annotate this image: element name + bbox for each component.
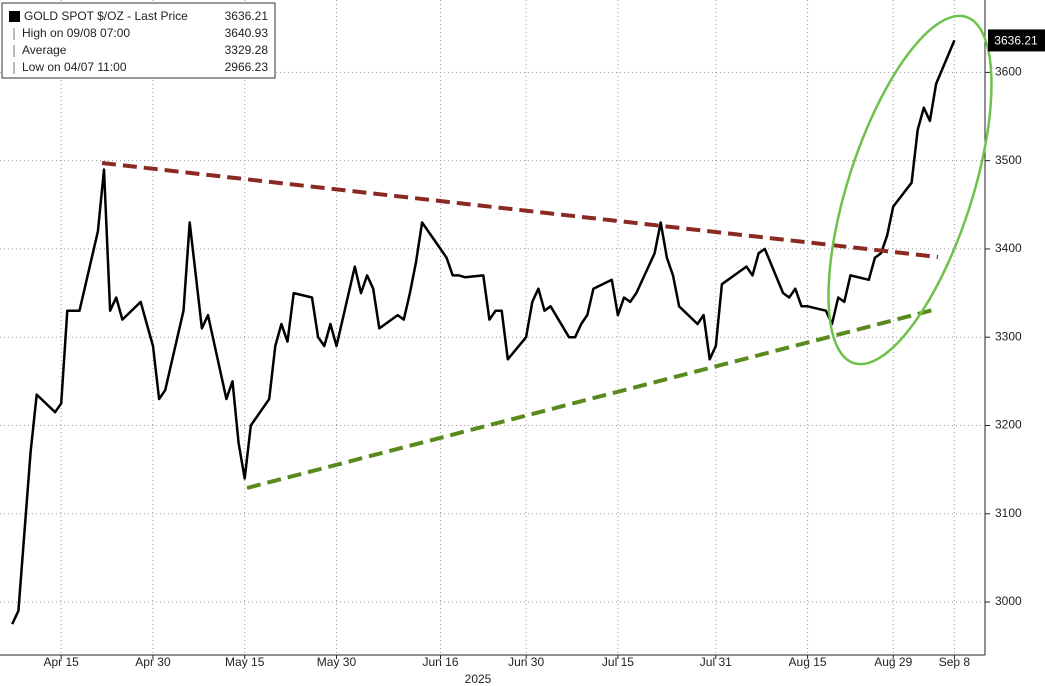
- x-tick-label: Apr 15: [44, 655, 80, 669]
- legend-label: Average: [22, 43, 67, 57]
- x-tick-label: May 15: [225, 655, 265, 669]
- last-price-tag: [988, 29, 1045, 52]
- x-tick-label: May 30: [317, 655, 357, 669]
- legend-value: 3636.21: [225, 9, 269, 23]
- x-axis-label: 2025: [465, 672, 492, 686]
- y-tick-label: 3300: [995, 329, 1022, 343]
- legend-value: 3329.28: [225, 43, 269, 57]
- legend: GOLD SPOT $/OZ - Last Price 3636.21 High o…: [1, 2, 276, 79]
- x-tick-label: Aug 15: [789, 655, 827, 669]
- y-tick-label: 3100: [995, 506, 1022, 520]
- y-tick-label: 3200: [995, 418, 1022, 432]
- y-tick-label: 3400: [995, 241, 1022, 255]
- legend-box: [1, 2, 276, 79]
- legend-label: High on 09/08 07:00: [22, 26, 130, 40]
- highlight-ellipse: [827, 14, 993, 366]
- x-tick-label: Jul 31: [700, 655, 732, 669]
- y-tick-label: 3000: [995, 594, 1022, 608]
- x-tick-label: Jun 30: [508, 655, 544, 669]
- x-tick-label: Aug 29: [874, 655, 912, 669]
- legend-swatch: [9, 11, 20, 22]
- y-tick-label: 3600: [995, 65, 1022, 79]
- y-tick-label: 3500: [995, 153, 1022, 167]
- x-tick-label: Sep 8: [939, 655, 971, 669]
- legend-label: Low on 04/07 11:00: [22, 60, 127, 74]
- x-tick-label: Jun 16: [422, 655, 458, 669]
- legend-label: GOLD SPOT $/OZ - Last Price: [24, 9, 188, 23]
- x-tick-label: Apr 30: [135, 655, 171, 669]
- legend-value: 2966.23: [225, 60, 269, 74]
- resistance-trendline: [101, 161, 939, 259]
- last-price-label: 3636.21: [994, 34, 1038, 48]
- price-line: [11, 39, 956, 625]
- legend-value: 3640.93: [225, 26, 269, 40]
- x-tick-label: Jul 15: [602, 655, 634, 669]
- support-trendline: [246, 308, 934, 490]
